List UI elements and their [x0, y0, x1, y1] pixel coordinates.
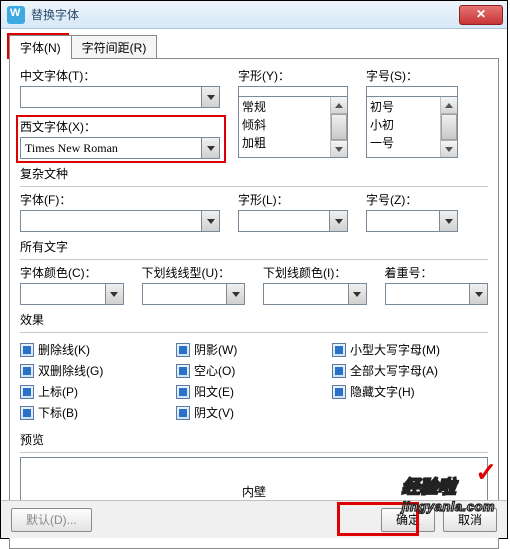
separator [20, 259, 488, 260]
chevron-down-icon[interactable] [201, 87, 219, 107]
effects-col-3: 小型大写字母(M) 全部大写字母(A) 隐藏文字(H) [332, 337, 488, 425]
label-cn-font: 中文字体(T)： [20, 67, 220, 84]
app-icon [7, 6, 25, 24]
chevron-down-icon[interactable] [105, 284, 123, 304]
label-west-font: 西文字体(X)： [20, 118, 220, 135]
checkbox-all-caps[interactable]: 全部大写字母(A) [332, 362, 488, 379]
checkbox-superscript[interactable]: 上标(P) [20, 383, 176, 400]
checkbox-emboss[interactable]: 阳文(E) [176, 383, 332, 400]
listbox-size-items: 初号 小初 一号 [367, 97, 440, 157]
chevron-down-icon[interactable] [348, 284, 366, 304]
separator [20, 452, 488, 453]
chevron-down-icon[interactable] [469, 284, 487, 304]
button-bar: 默认(D)... 确定 取消 [1, 500, 507, 538]
effects-group: 删除线(K) 双删除线(G) 上标(P) 下标(B) 阴影(W) 空心(O) 阳… [20, 337, 488, 425]
listbox-style[interactable]: 常规 倾斜 加粗 [238, 96, 348, 158]
checkbox-engrave[interactable]: 阴文(V) [176, 404, 332, 421]
effects-col-1: 删除线(K) 双删除线(G) 上标(P) 下标(B) [20, 337, 176, 425]
ok-button[interactable]: 确定 [381, 508, 435, 532]
checkbox-double-strikethrough[interactable]: 双删除线(G) [20, 362, 176, 379]
label-font-f: 字体(F)： [20, 191, 220, 208]
checkbox-subscript[interactable]: 下标(B) [20, 404, 176, 421]
combo-style-l[interactable] [238, 210, 348, 232]
listbox-size[interactable]: 初号 小初 一号 [366, 96, 458, 158]
checkbox-icon [176, 385, 190, 399]
panel-body: 中文字体(T)： 字形(Y)： 字号(S)： [9, 58, 499, 549]
scroll-down-icon[interactable] [441, 140, 457, 157]
list-item[interactable]: 倾斜 [242, 116, 327, 134]
separator [20, 186, 488, 187]
checkbox-icon [20, 385, 34, 399]
label-size: 字号(S)： [366, 67, 458, 84]
label-font-color: 字体颜色(C)： [20, 264, 124, 281]
chevron-down-icon[interactable] [201, 138, 219, 158]
content-area: 字体(N) 字符间距(R) 中文字体(T)： 字形(Y)： 字号(S) [1, 29, 507, 549]
preview-text: 内壁 [242, 483, 266, 500]
list-item[interactable]: 常规 [242, 98, 327, 116]
chevron-down-icon[interactable] [329, 211, 347, 231]
label-emphasis: 着重号： [385, 264, 489, 281]
label-preview: 预览 [20, 431, 488, 448]
label-style: 字形(Y)： [238, 67, 348, 84]
combo-west-font-value: Times New Roman [21, 141, 201, 156]
checkbox-icon [332, 343, 346, 357]
title-bar[interactable]: 替换字体 ✕ [1, 1, 507, 29]
checkbox-icon [20, 343, 34, 357]
list-item[interactable]: 小初 [370, 116, 437, 134]
checkbox-hidden[interactable]: 隐藏文字(H) [332, 383, 488, 400]
close-button[interactable]: ✕ [459, 5, 503, 25]
listbox-style-items: 常规 倾斜 加粗 [239, 97, 330, 157]
cancel-button[interactable]: 取消 [443, 508, 497, 532]
label-size-z: 字号(Z)： [366, 191, 458, 208]
scroll-thumb[interactable] [441, 114, 457, 140]
default-button[interactable]: 默认(D)... [11, 508, 92, 532]
label-effects: 效果 [20, 311, 488, 328]
label-all-text: 所有文字 [20, 238, 488, 255]
scroll-thumb[interactable] [331, 114, 347, 140]
tab-strip: 字体(N) 字符间距(R) [9, 35, 499, 59]
list-item[interactable]: 一号 [370, 134, 437, 152]
checkbox-icon [176, 406, 190, 420]
combo-underline-style[interactable] [142, 283, 246, 305]
checkbox-icon [176, 364, 190, 378]
scrollbar[interactable] [440, 97, 457, 157]
window-title: 替换字体 [31, 6, 459, 23]
chevron-down-icon[interactable] [439, 211, 457, 231]
dialog-window: 替换字体 ✕ 字体(N) 字符间距(R) 中文字体(T)： 字形(Y)： [0, 0, 508, 539]
label-style-l: 字形(L)： [238, 191, 348, 208]
separator [20, 332, 488, 333]
scroll-up-icon[interactable] [331, 97, 347, 114]
tab-font[interactable]: 字体(N) [9, 35, 72, 59]
checkbox-icon [20, 406, 34, 420]
combo-underline-color[interactable] [263, 283, 367, 305]
combo-west-font[interactable]: Times New Roman [20, 137, 220, 159]
checkbox-icon [176, 343, 190, 357]
combo-size-z[interactable] [366, 210, 458, 232]
combo-emphasis[interactable] [385, 283, 489, 305]
tab-spacing[interactable]: 字符间距(R) [71, 35, 158, 59]
effects-col-2: 阴影(W) 空心(O) 阳文(E) 阴文(V) [176, 337, 332, 425]
checkbox-icon [332, 364, 346, 378]
combo-font-f[interactable] [20, 210, 220, 232]
scrollbar[interactable] [330, 97, 347, 157]
chevron-down-icon[interactable] [226, 284, 244, 304]
list-item[interactable]: 加粗 [242, 134, 327, 152]
label-complex: 复杂文种 [20, 165, 488, 182]
checkbox-icon [20, 364, 34, 378]
scroll-down-icon[interactable] [331, 140, 347, 157]
list-item[interactable]: 初号 [370, 98, 437, 116]
combo-font-color[interactable] [20, 283, 124, 305]
checkbox-outline[interactable]: 空心(O) [176, 362, 332, 379]
scroll-up-icon[interactable] [441, 97, 457, 114]
label-underline-color: 下划线颜色(I)： [263, 264, 367, 281]
checkbox-strikethrough[interactable]: 删除线(K) [20, 341, 176, 358]
label-underline-style: 下划线线型(U)： [142, 264, 246, 281]
chevron-down-icon[interactable] [201, 211, 219, 231]
checkbox-shadow[interactable]: 阴影(W) [176, 341, 332, 358]
checkbox-icon [332, 385, 346, 399]
checkbox-small-caps[interactable]: 小型大写字母(M) [332, 341, 488, 358]
combo-cn-font[interactable] [20, 86, 220, 108]
